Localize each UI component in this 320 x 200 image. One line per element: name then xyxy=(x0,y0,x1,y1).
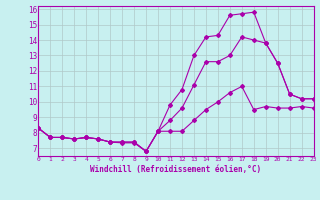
X-axis label: Windchill (Refroidissement éolien,°C): Windchill (Refroidissement éolien,°C) xyxy=(91,165,261,174)
